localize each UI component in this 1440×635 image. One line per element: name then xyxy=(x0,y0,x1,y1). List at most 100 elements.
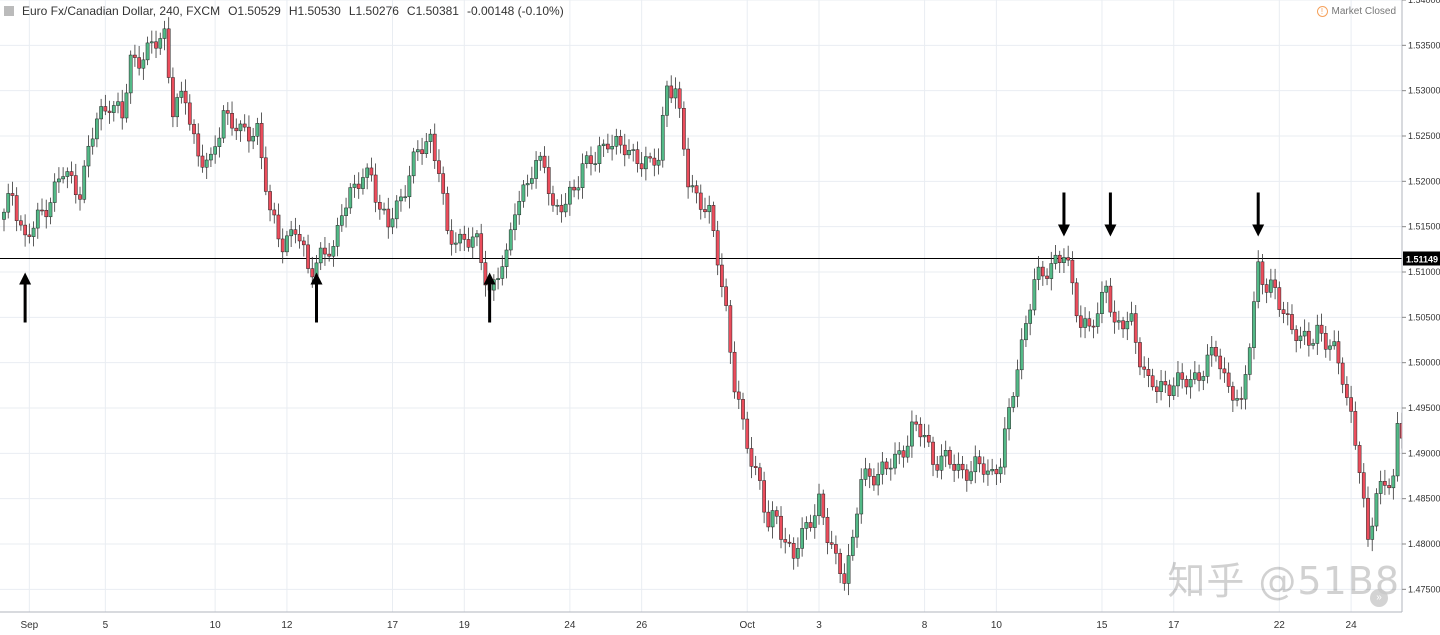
candle xyxy=(82,160,87,204)
candle xyxy=(973,445,978,484)
candle-body xyxy=(1049,263,1054,279)
candle-body xyxy=(128,54,133,94)
candle xyxy=(1243,365,1248,410)
candle xyxy=(542,146,547,174)
candle xyxy=(137,45,141,76)
candle xyxy=(217,127,222,158)
candle xyxy=(415,140,420,161)
candle xyxy=(1188,369,1193,399)
candle xyxy=(597,136,602,173)
candle-body xyxy=(496,278,500,280)
candle xyxy=(821,489,826,526)
candle xyxy=(462,225,467,251)
candle-body xyxy=(939,455,944,471)
scroll-to-end-icon[interactable]: » xyxy=(1370,589,1388,607)
candle-body xyxy=(525,183,530,186)
candle-body xyxy=(386,208,391,228)
candle xyxy=(981,456,986,483)
candle-body xyxy=(884,461,889,470)
symbol-title[interactable]: Euro Fx/Canadian Dollar, 240, FXCM xyxy=(22,4,221,18)
candle-body xyxy=(1142,366,1147,370)
candle xyxy=(183,79,188,115)
candle xyxy=(728,300,733,364)
candle-body xyxy=(458,233,462,244)
candle-body xyxy=(888,467,893,470)
candle-body xyxy=(859,479,864,515)
candle xyxy=(677,81,682,118)
candle-body xyxy=(850,536,855,556)
candle-body xyxy=(779,515,783,540)
candle xyxy=(559,194,564,223)
candle xyxy=(593,151,598,172)
candle xyxy=(1007,398,1011,441)
candle-body xyxy=(242,123,247,128)
candle xyxy=(1011,392,1016,413)
candle-body xyxy=(669,85,674,99)
candle-body xyxy=(838,553,842,574)
candle xyxy=(1095,302,1100,334)
y-tick-label: 1.48500 xyxy=(1408,494,1440,504)
candle-body xyxy=(1269,279,1273,293)
candle-body xyxy=(69,171,74,176)
candle-body xyxy=(749,448,754,467)
candle-body xyxy=(483,262,488,286)
candle xyxy=(272,202,277,224)
arrow-down-icon xyxy=(1104,192,1117,237)
candle-body xyxy=(724,286,728,306)
candle xyxy=(377,194,382,220)
candle xyxy=(242,114,247,132)
candle xyxy=(162,20,167,51)
candle xyxy=(1387,478,1391,495)
candle-body xyxy=(272,209,277,216)
candle xyxy=(141,52,146,80)
candle xyxy=(1218,348,1223,380)
candle-body xyxy=(1285,313,1290,315)
candle-body xyxy=(348,187,353,209)
current-price-label: 1.51149 xyxy=(1403,251,1440,266)
candle-body xyxy=(86,145,91,167)
candle xyxy=(660,106,665,168)
candle-body xyxy=(707,205,712,213)
candle-body xyxy=(373,174,378,203)
candle-body xyxy=(513,214,517,231)
candle xyxy=(318,242,323,271)
candle xyxy=(166,17,171,84)
candle-body xyxy=(1146,369,1151,377)
candle-body xyxy=(470,236,475,248)
x-tick-label: 12 xyxy=(281,620,293,631)
candle xyxy=(1112,300,1117,334)
candle xyxy=(530,166,534,190)
candle-body xyxy=(318,247,323,264)
candle xyxy=(1062,248,1066,273)
candle xyxy=(373,163,378,213)
candle xyxy=(192,119,196,144)
candle-body xyxy=(1032,279,1037,311)
candle xyxy=(901,445,906,468)
candle-body xyxy=(589,155,593,164)
candle xyxy=(829,530,834,550)
candle xyxy=(538,151,543,171)
candle xyxy=(863,457,868,487)
candle xyxy=(344,197,348,228)
candle xyxy=(1083,307,1087,339)
candle xyxy=(187,94,192,131)
candle xyxy=(969,460,973,485)
candle-body xyxy=(352,183,357,188)
candle xyxy=(724,278,728,312)
candle-body xyxy=(1024,323,1028,341)
candle-body xyxy=(1349,397,1353,412)
x-tick-label: 5 xyxy=(103,620,109,631)
candle xyxy=(145,36,150,66)
candle-body xyxy=(1357,445,1362,473)
candle-body xyxy=(969,471,973,481)
candle xyxy=(622,133,627,167)
candle xyxy=(694,180,699,204)
candle xyxy=(1002,417,1007,475)
x-tick-label: 24 xyxy=(1346,620,1358,631)
candle xyxy=(352,174,357,198)
candle xyxy=(779,506,783,549)
price-axis: 1.54000 1.53500 1.53000 1.52500 1.52000 1.515… xyxy=(1401,0,1440,635)
candle-body xyxy=(1323,333,1328,350)
candle xyxy=(914,414,918,432)
